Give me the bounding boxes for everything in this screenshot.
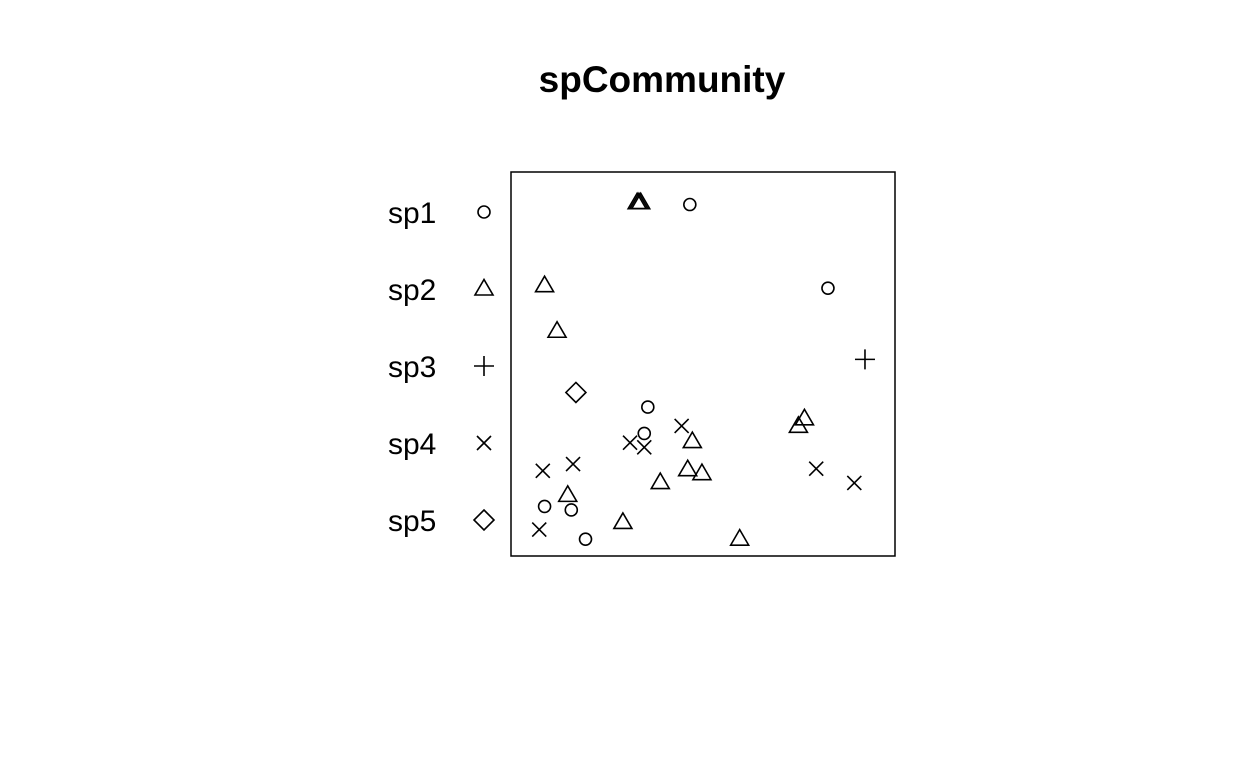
point-sp2-11 — [557, 484, 579, 503]
point-sp3-0 — [854, 349, 875, 370]
point-sp2-2 — [534, 274, 555, 293]
point-sp1-3 — [637, 426, 652, 441]
point-sp2-5 — [794, 407, 815, 426]
point-sp4-1 — [636, 439, 652, 455]
legend-symbol-sp5 — [472, 508, 496, 532]
point-sp4-2 — [674, 418, 690, 434]
point-sp2-9 — [691, 462, 713, 481]
point-sp1-6 — [578, 532, 593, 546]
point-sp1-1 — [821, 281, 835, 295]
data-points — [531, 191, 875, 546]
point-sp2-13 — [729, 528, 751, 546]
point-sp4-0 — [622, 435, 638, 451]
point-sp4-4 — [535, 463, 551, 479]
legend-symbol-sp4 — [476, 435, 492, 451]
point-sp2-6 — [788, 415, 809, 434]
point-sp1-4 — [537, 499, 552, 514]
legend-label-sp4: sp4 — [388, 428, 436, 461]
point-sp5-0 — [564, 381, 588, 404]
legend-label-sp5: sp5 — [388, 505, 436, 538]
point-sp4-3 — [565, 456, 581, 472]
point-sp2-12 — [612, 511, 634, 530]
legend-label-sp2: sp2 — [388, 274, 436, 307]
plot-box — [510, 171, 896, 557]
point-sp2-3 — [546, 320, 568, 339]
legend-symbol-sp3 — [474, 356, 494, 376]
point-sp1-5 — [564, 503, 579, 517]
legend-label-sp3: sp3 — [388, 351, 436, 384]
legend-symbol-sp1 — [477, 205, 491, 219]
point-sp1-2 — [641, 400, 655, 414]
legend: sp1 sp2 sp3 sp4 sp5 — [388, 197, 496, 538]
point-sp4-6 — [808, 461, 824, 477]
point-sp4-5 — [531, 521, 547, 538]
point-sp1-0 — [683, 197, 697, 212]
legend-symbol-sp2 — [473, 277, 495, 296]
point-sp2-4 — [628, 191, 650, 210]
point-sp2-10 — [649, 471, 671, 490]
legend-label-sp1: sp1 — [388, 197, 436, 230]
point-sp4-7 — [846, 475, 862, 491]
point-sp2-7 — [681, 430, 703, 449]
point-sp2-8 — [677, 458, 699, 477]
chart-title: spCommunity — [539, 59, 786, 100]
